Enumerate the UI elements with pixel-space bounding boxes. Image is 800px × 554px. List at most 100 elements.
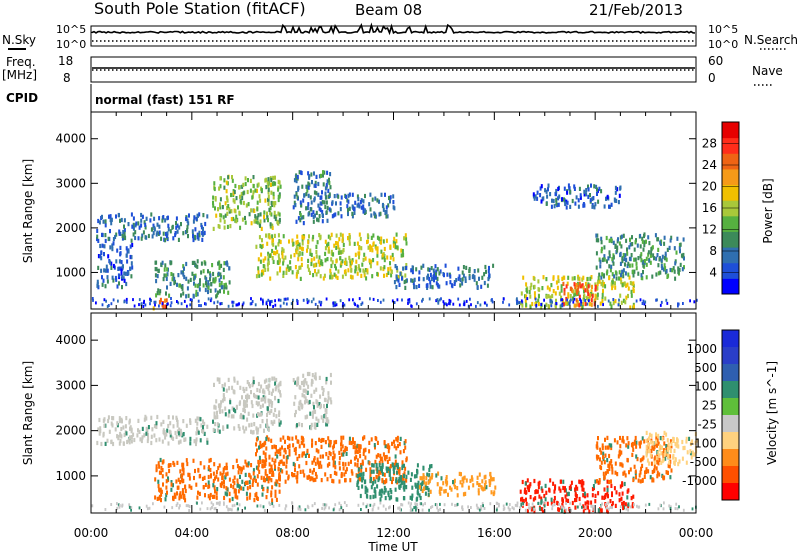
echo-cell — [311, 470, 314, 475]
echo-cell — [581, 484, 584, 489]
echo-cell — [277, 398, 280, 404]
echo-cell — [645, 256, 648, 261]
echo-cell — [372, 463, 375, 468]
echo-cell — [270, 464, 273, 469]
ground-cell — [302, 298, 305, 302]
echo-cell — [680, 253, 683, 258]
echo-cell — [651, 274, 654, 279]
ground-cell — [332, 304, 335, 308]
echo-cell — [156, 274, 159, 279]
ground-cell — [534, 297, 537, 301]
echo-cell — [378, 463, 381, 468]
echo-cell — [137, 428, 139, 433]
echo-cell — [378, 236, 381, 241]
ground-cell — [415, 302, 418, 306]
echo-cell — [269, 468, 272, 473]
echo-cell — [365, 467, 368, 472]
echo-cell — [265, 378, 268, 383]
echo-cell — [369, 471, 372, 476]
ground-cell — [121, 503, 124, 507]
echo-cell — [403, 279, 406, 285]
echo-cell — [553, 489, 556, 494]
echo-cell — [147, 425, 150, 430]
echo-cell — [319, 394, 322, 399]
freq-tick-top: 18 — [58, 54, 73, 68]
echo-cell — [609, 301, 612, 306]
echo-cell — [353, 206, 356, 211]
ground-cell — [328, 506, 330, 510]
ground-cell — [436, 506, 439, 510]
echo-cell — [622, 233, 625, 238]
echo-cell — [409, 477, 412, 482]
echo-cell — [303, 193, 306, 198]
echo-cell — [604, 493, 607, 498]
echo-cell — [275, 414, 278, 419]
echo-cell — [387, 270, 390, 275]
echo-cell — [392, 469, 395, 474]
echo-cell — [173, 492, 176, 497]
echo-cell — [349, 274, 352, 279]
echo-cell — [264, 452, 267, 457]
echo-cell — [97, 218, 100, 224]
echo-cell — [267, 427, 270, 432]
echo-cell — [233, 489, 236, 494]
echo-cell — [372, 494, 375, 499]
echo-cell — [585, 192, 588, 197]
ground-cell — [176, 300, 178, 303]
echo-cell — [158, 216, 161, 221]
echo-cell — [648, 432, 651, 437]
echo-cell — [631, 263, 634, 268]
echo-cell — [307, 193, 310, 198]
echo-cell — [300, 203, 303, 208]
echo-cell — [317, 203, 320, 208]
ground-cell — [516, 300, 518, 304]
echo-cell — [187, 293, 190, 298]
echo-cell — [576, 302, 579, 307]
ground-cell — [531, 502, 534, 506]
echo-cell — [378, 469, 381, 475]
echo-cell — [326, 179, 329, 184]
echo-cell — [240, 415, 243, 420]
echo-cell — [537, 485, 540, 490]
ground-cell — [570, 298, 572, 302]
freq-frame — [90, 56, 697, 83]
echo-cell — [676, 439, 679, 444]
echo-cell — [304, 400, 306, 405]
echo-cell — [651, 469, 654, 475]
echo-cell — [163, 431, 166, 436]
echo-cell — [115, 259, 118, 264]
ground-cell — [216, 300, 219, 304]
echo-cell — [302, 236, 305, 241]
echo-cell — [376, 484, 379, 489]
echo-cell — [249, 178, 252, 183]
echo-cell — [634, 257, 637, 262]
echo-cell — [296, 234, 299, 239]
echo-cell — [298, 444, 301, 449]
echo-cell — [332, 459, 335, 464]
echo-cell — [545, 490, 548, 495]
echo-cell — [123, 231, 126, 236]
echo-cell — [269, 253, 271, 258]
echo-cell — [174, 232, 177, 238]
echo-cell — [248, 212, 251, 217]
echo-cell — [434, 264, 437, 269]
ground-cell — [125, 300, 128, 304]
echo-cell — [606, 491, 609, 496]
echo-cell — [316, 217, 318, 222]
power-ylabel: Slant Range [km] — [21, 159, 35, 263]
echo-cell — [156, 414, 159, 420]
echo-cell — [430, 475, 433, 480]
echo-cell — [385, 214, 388, 219]
echo-cell — [272, 195, 275, 200]
echo-cell — [522, 275, 525, 280]
ground-cell — [279, 304, 282, 308]
ground-cell — [187, 504, 190, 508]
echo-cell — [242, 182, 245, 187]
echo-cell — [321, 219, 324, 224]
echo-cell — [279, 184, 282, 189]
echo-cell — [384, 487, 387, 493]
echo-cell — [362, 268, 365, 273]
echo-cell — [248, 384, 251, 389]
ground-cell — [277, 298, 280, 302]
echo-cell — [547, 183, 550, 188]
